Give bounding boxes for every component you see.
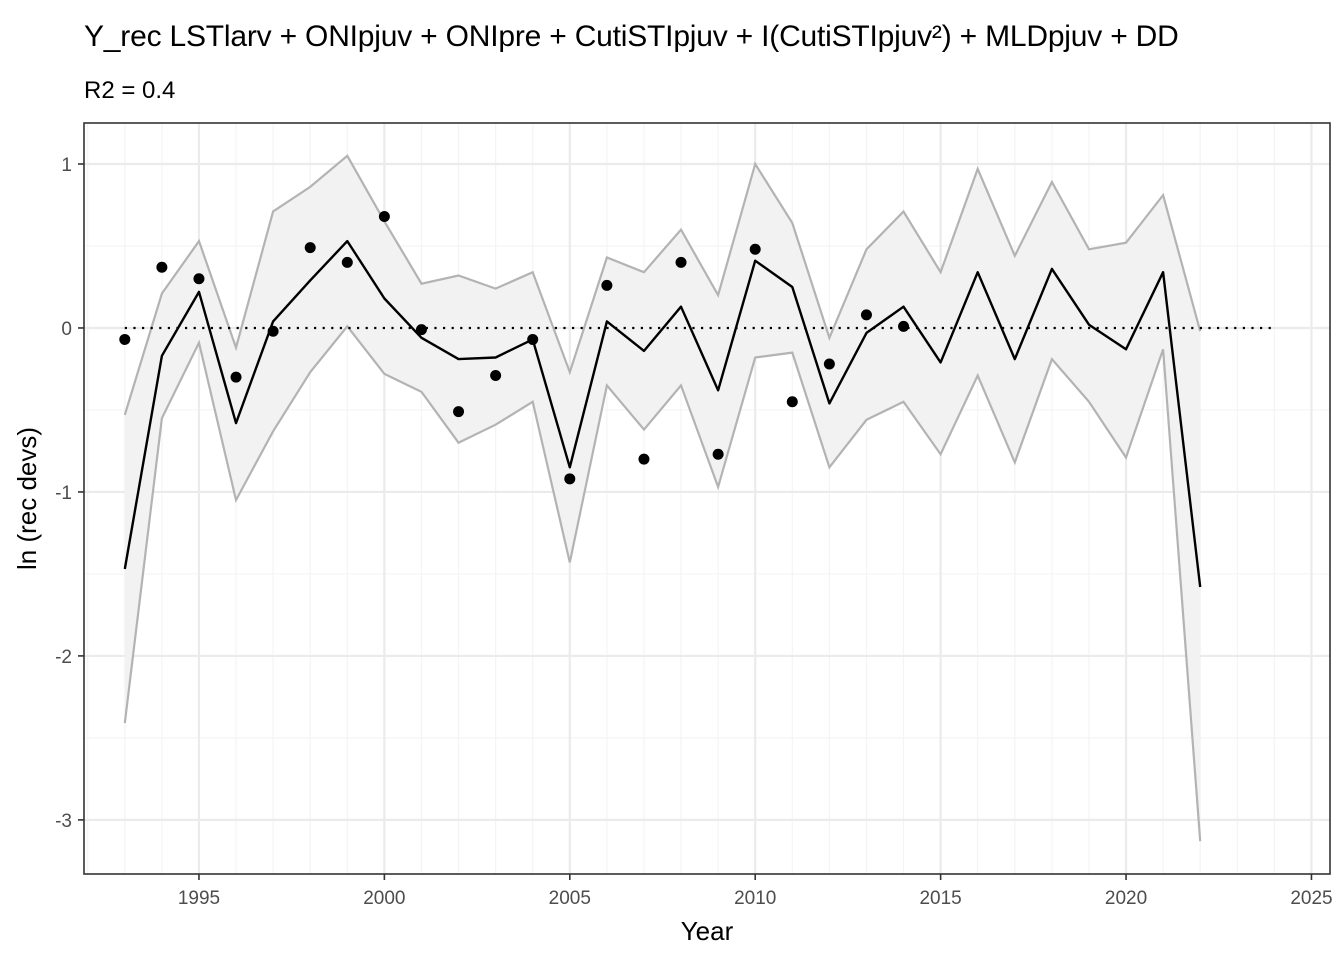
data-point xyxy=(712,448,724,460)
data-point xyxy=(749,243,761,255)
panel-border xyxy=(83,122,1331,875)
data-point xyxy=(453,406,465,418)
data-point xyxy=(823,358,835,370)
data-point xyxy=(415,324,427,336)
data-point xyxy=(860,309,872,321)
axes: 1995 2000 2005 2010 2015 2020 2025 -3 -2 -1 0 1 xyxy=(55,122,1333,909)
data-point xyxy=(304,242,316,254)
data-point xyxy=(527,333,539,345)
fit-line xyxy=(123,239,1202,588)
y-tick-label: 0 xyxy=(61,319,72,340)
chart-title: Y_rec LSTlarv + ONIpjuv + ONIpre + CutiS… xyxy=(84,20,1179,53)
x-tick-label: 2015 xyxy=(919,888,961,909)
data-point xyxy=(675,256,687,268)
data-point xyxy=(193,273,205,285)
x-tick-label: 2025 xyxy=(1290,888,1332,909)
confidence-ribbon xyxy=(123,154,1202,842)
y-tick-label: -1 xyxy=(55,483,72,504)
upper-bound-line xyxy=(123,154,1202,416)
x-axis-title: Year xyxy=(681,916,734,946)
x-tick-label: 2005 xyxy=(549,888,591,909)
data-point xyxy=(490,370,502,382)
y-axis-title: ln (rec devs) xyxy=(12,427,42,570)
x-tick-label: 2000 xyxy=(363,888,405,909)
y-tick-label: 1 xyxy=(61,155,72,176)
data-point xyxy=(230,371,242,383)
observed-points xyxy=(119,210,910,485)
data-point xyxy=(341,256,353,268)
data-point xyxy=(156,261,168,273)
ribbon-area xyxy=(124,155,1201,842)
y-tick-label: -2 xyxy=(55,647,72,668)
chart-subtitle: R2 = 0.4 xyxy=(84,77,176,104)
lower-bound-line xyxy=(123,324,1202,842)
data-point xyxy=(638,453,650,465)
x-tick-label: 2010 xyxy=(734,888,776,909)
data-point xyxy=(378,210,390,222)
data-point xyxy=(119,333,131,345)
data-point xyxy=(267,325,279,337)
x-tick-label: 2020 xyxy=(1105,888,1147,909)
y-tick-label: -3 xyxy=(55,811,72,832)
x-tick-label: 1995 xyxy=(178,888,220,909)
data-point xyxy=(786,396,798,408)
fit-line-layer xyxy=(123,239,1202,588)
data-point xyxy=(898,320,910,332)
data-point xyxy=(601,279,613,291)
data-point xyxy=(564,473,576,485)
